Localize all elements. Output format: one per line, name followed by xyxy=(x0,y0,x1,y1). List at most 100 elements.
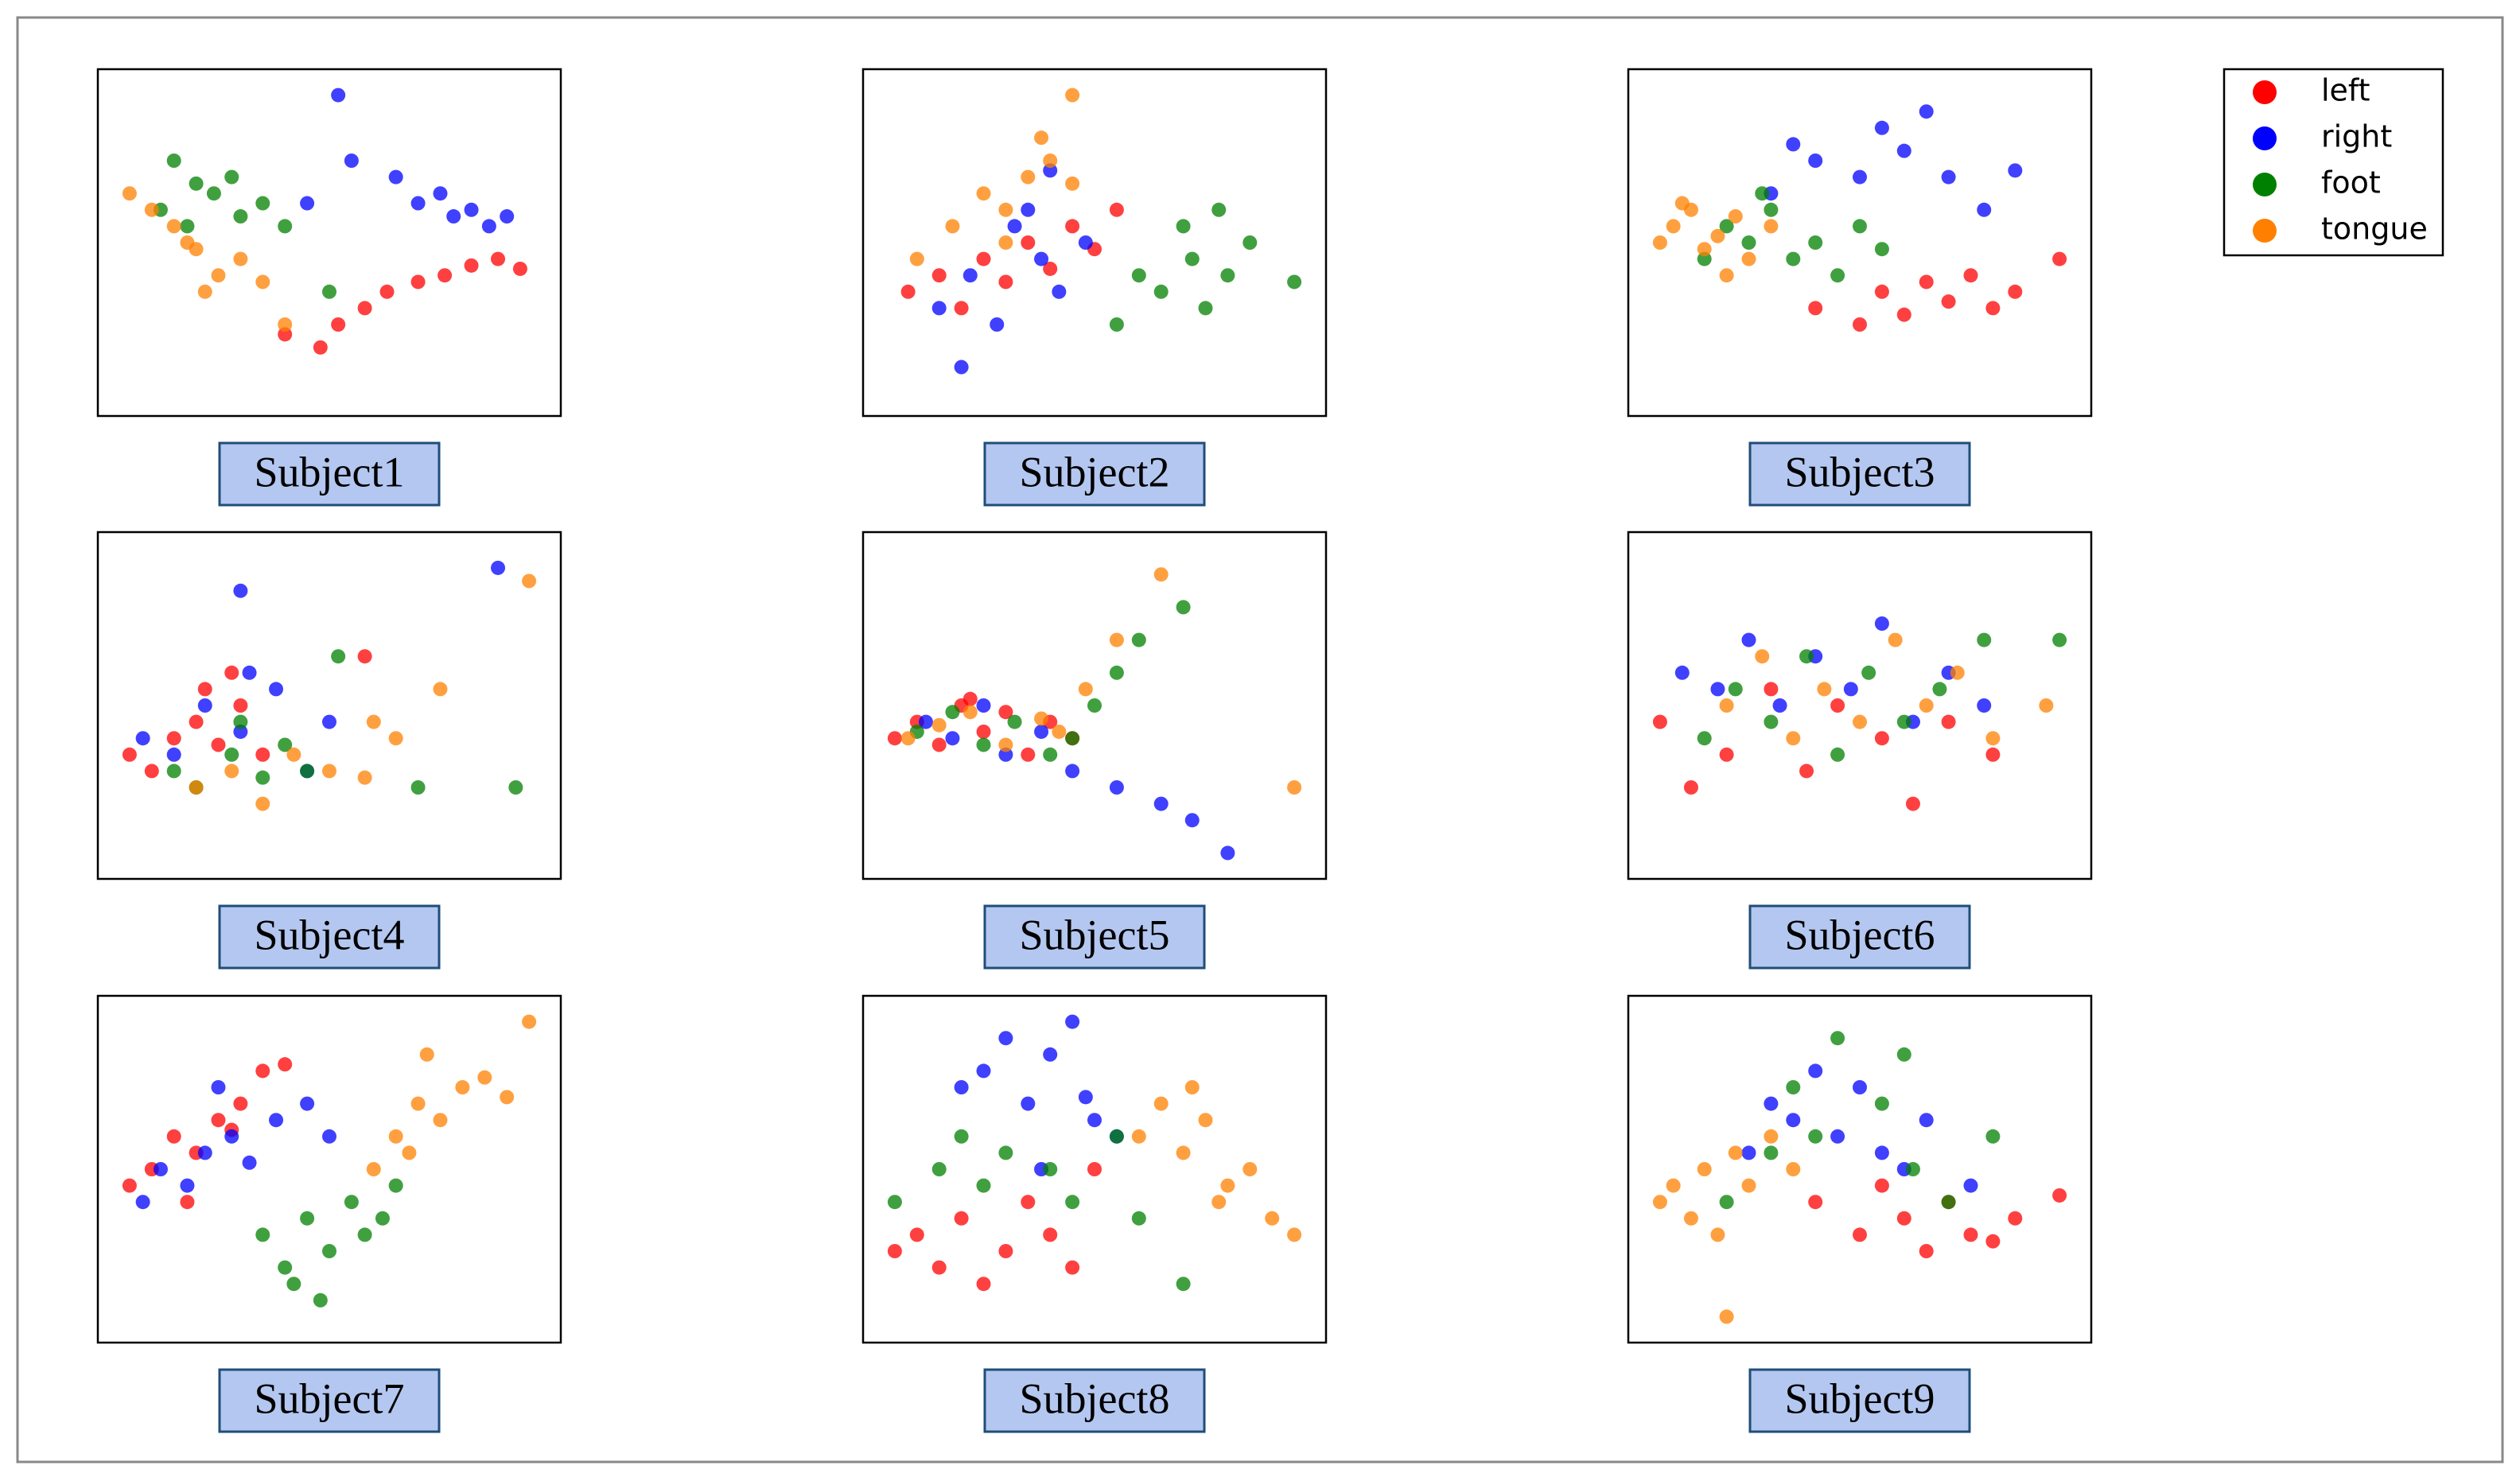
title-box xyxy=(218,904,441,970)
subplot-title: Subject3 xyxy=(1785,448,1935,496)
point xyxy=(1652,714,1667,729)
point xyxy=(2008,284,2023,299)
point xyxy=(419,1047,434,1062)
point xyxy=(410,1096,426,1111)
point xyxy=(1242,235,1258,250)
point xyxy=(2008,163,2023,178)
legend-marker xyxy=(2253,80,2277,104)
point xyxy=(1065,219,1080,234)
point xyxy=(1719,747,1734,762)
point xyxy=(255,770,270,785)
point xyxy=(1719,1309,1734,1324)
point xyxy=(1153,567,1169,582)
point xyxy=(1176,1277,1191,1292)
point xyxy=(331,649,346,664)
point xyxy=(255,796,270,811)
point xyxy=(1719,698,1734,713)
point xyxy=(1896,1211,1911,1226)
point xyxy=(1043,1227,1058,1242)
legend-marker xyxy=(2253,126,2277,150)
point xyxy=(1808,301,1823,316)
point xyxy=(962,268,978,283)
title-box xyxy=(983,441,1206,507)
point xyxy=(976,1178,991,1193)
point xyxy=(255,196,270,211)
subplot-title: Subject1 xyxy=(255,448,405,496)
point xyxy=(962,691,978,706)
point xyxy=(357,770,372,785)
point xyxy=(388,169,403,185)
subplot-title: Subject9 xyxy=(1785,1374,1935,1422)
point xyxy=(375,1211,390,1226)
point xyxy=(1697,251,1712,266)
point xyxy=(931,301,947,316)
point xyxy=(1764,1129,1779,1144)
point xyxy=(224,665,239,680)
point xyxy=(1853,1080,1867,1094)
point xyxy=(197,1145,212,1160)
point xyxy=(402,1145,417,1160)
point xyxy=(366,714,381,729)
point xyxy=(166,154,181,168)
point xyxy=(1109,665,1124,680)
point xyxy=(1052,284,1067,299)
point xyxy=(1087,1113,1102,1128)
point xyxy=(1043,747,1058,762)
point xyxy=(1065,1014,1080,1029)
title-box xyxy=(218,1368,441,1433)
point xyxy=(278,327,293,342)
point xyxy=(1741,251,1756,266)
point xyxy=(1741,1145,1756,1160)
point xyxy=(1728,682,1743,697)
legend-label: tongue xyxy=(2321,212,2428,247)
point xyxy=(1710,228,1725,243)
plot-frame xyxy=(96,68,562,418)
point xyxy=(410,196,426,211)
point xyxy=(887,1195,902,1210)
point xyxy=(300,196,315,211)
point xyxy=(433,186,448,201)
point xyxy=(1985,1234,2001,1249)
point xyxy=(322,714,336,729)
point xyxy=(1021,1096,1036,1111)
point xyxy=(1697,1162,1712,1176)
point xyxy=(300,764,315,779)
point xyxy=(1808,1129,1823,1144)
point xyxy=(1874,1096,1889,1111)
point xyxy=(388,1129,403,1144)
point xyxy=(166,764,181,779)
point xyxy=(1853,219,1867,234)
point xyxy=(909,251,924,266)
point xyxy=(135,731,150,746)
point xyxy=(255,747,270,762)
point xyxy=(1977,632,1992,647)
point xyxy=(464,258,479,273)
point xyxy=(1710,1227,1725,1242)
point xyxy=(1211,202,1227,217)
point xyxy=(189,176,204,191)
point xyxy=(166,731,181,746)
point xyxy=(166,747,181,762)
point xyxy=(357,301,372,316)
point xyxy=(954,301,969,316)
point xyxy=(1242,1162,1258,1176)
title-box xyxy=(1748,441,1971,507)
point xyxy=(522,573,537,589)
point xyxy=(1853,169,1867,185)
point xyxy=(242,1155,257,1170)
point xyxy=(446,209,461,224)
point xyxy=(433,1113,448,1128)
point xyxy=(491,251,506,266)
point xyxy=(1808,154,1823,168)
point xyxy=(508,780,523,795)
point xyxy=(388,1178,403,1193)
point xyxy=(1109,1129,1124,1144)
plot-frame xyxy=(96,531,562,880)
point xyxy=(976,737,991,752)
point xyxy=(1977,698,1992,713)
point xyxy=(1874,242,1889,257)
point xyxy=(189,714,204,729)
point xyxy=(512,261,527,276)
point xyxy=(1808,1063,1823,1079)
point xyxy=(1755,186,1770,201)
